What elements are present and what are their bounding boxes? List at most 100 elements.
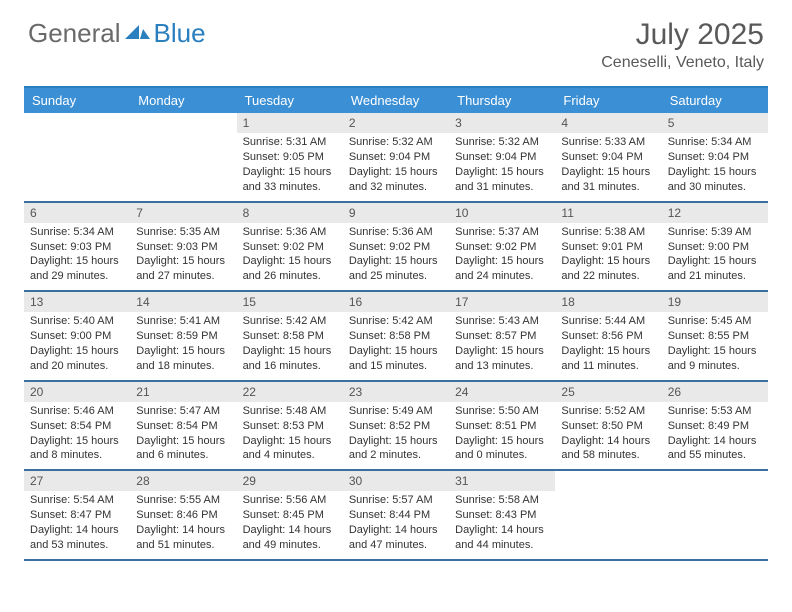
title-block: July 2025 Ceneselli, Veneto, Italy xyxy=(601,18,764,72)
day-cell: 12Sunrise: 5:39 AMSunset: 9:00 PMDayligh… xyxy=(662,203,768,291)
day-body: Sunrise: 5:47 AMSunset: 8:54 PMDaylight:… xyxy=(130,402,236,469)
day-body: Sunrise: 5:54 AMSunset: 8:47 PMDaylight:… xyxy=(24,491,130,558)
daylight-text: Daylight: 15 hours and 31 minutes. xyxy=(561,165,655,195)
sunrise-text: Sunrise: 5:37 AM xyxy=(455,225,549,240)
day-cell: 21Sunrise: 5:47 AMSunset: 8:54 PMDayligh… xyxy=(130,382,236,470)
week-row: 20Sunrise: 5:46 AMSunset: 8:54 PMDayligh… xyxy=(24,382,768,472)
day-body: Sunrise: 5:38 AMSunset: 9:01 PMDaylight:… xyxy=(555,223,661,290)
sunrise-text: Sunrise: 5:53 AM xyxy=(668,404,762,419)
sunset-text: Sunset: 9:02 PM xyxy=(243,240,337,255)
day-cell: . xyxy=(662,471,768,559)
daylight-text: Daylight: 14 hours and 58 minutes. xyxy=(561,434,655,464)
day-cell: 8Sunrise: 5:36 AMSunset: 9:02 PMDaylight… xyxy=(237,203,343,291)
day-cell: 17Sunrise: 5:43 AMSunset: 8:57 PMDayligh… xyxy=(449,292,555,380)
day-number: 31 xyxy=(449,471,555,491)
day-cell: 10Sunrise: 5:37 AMSunset: 9:02 PMDayligh… xyxy=(449,203,555,291)
sunrise-text: Sunrise: 5:52 AM xyxy=(561,404,655,419)
sunrise-text: Sunrise: 5:46 AM xyxy=(30,404,124,419)
sunrise-text: Sunrise: 5:55 AM xyxy=(136,493,230,508)
day-cell: 25Sunrise: 5:52 AMSunset: 8:50 PMDayligh… xyxy=(555,382,661,470)
day-body: Sunrise: 5:34 AMSunset: 9:04 PMDaylight:… xyxy=(662,133,768,200)
day-number: 3 xyxy=(449,113,555,133)
sunset-text: Sunset: 9:04 PM xyxy=(455,150,549,165)
daylight-text: Daylight: 15 hours and 8 minutes. xyxy=(30,434,124,464)
sunset-text: Sunset: 8:58 PM xyxy=(349,329,443,344)
day-cell: 19Sunrise: 5:45 AMSunset: 8:55 PMDayligh… xyxy=(662,292,768,380)
sunset-text: Sunset: 8:56 PM xyxy=(561,329,655,344)
sunrise-text: Sunrise: 5:45 AM xyxy=(668,314,762,329)
day-body: Sunrise: 5:53 AMSunset: 8:49 PMDaylight:… xyxy=(662,402,768,469)
sunset-text: Sunset: 9:04 PM xyxy=(349,150,443,165)
day-number: 26 xyxy=(662,382,768,402)
day-number: 6 xyxy=(24,203,130,223)
day-cell: 23Sunrise: 5:49 AMSunset: 8:52 PMDayligh… xyxy=(343,382,449,470)
weeks-container: ..1Sunrise: 5:31 AMSunset: 9:05 PMDaylig… xyxy=(24,113,768,561)
sunset-text: Sunset: 9:03 PM xyxy=(30,240,124,255)
day-cell: 22Sunrise: 5:48 AMSunset: 8:53 PMDayligh… xyxy=(237,382,343,470)
week-row: 6Sunrise: 5:34 AMSunset: 9:03 PMDaylight… xyxy=(24,203,768,293)
day-header-wednesday: Wednesday xyxy=(343,88,449,113)
day-number: 23 xyxy=(343,382,449,402)
sunrise-text: Sunrise: 5:40 AM xyxy=(30,314,124,329)
day-body: Sunrise: 5:44 AMSunset: 8:56 PMDaylight:… xyxy=(555,312,661,379)
daylight-text: Daylight: 15 hours and 13 minutes. xyxy=(455,344,549,374)
sunrise-text: Sunrise: 5:49 AM xyxy=(349,404,443,419)
day-body: Sunrise: 5:56 AMSunset: 8:45 PMDaylight:… xyxy=(237,491,343,558)
daylight-text: Daylight: 15 hours and 22 minutes. xyxy=(561,254,655,284)
sunrise-text: Sunrise: 5:36 AM xyxy=(243,225,337,240)
day-number: 21 xyxy=(130,382,236,402)
day-body: Sunrise: 5:35 AMSunset: 9:03 PMDaylight:… xyxy=(130,223,236,290)
day-cell: 4Sunrise: 5:33 AMSunset: 9:04 PMDaylight… xyxy=(555,113,661,201)
day-cell: . xyxy=(130,113,236,201)
day-header-friday: Friday xyxy=(555,88,661,113)
daylight-text: Daylight: 14 hours and 55 minutes. xyxy=(668,434,762,464)
day-cell: 18Sunrise: 5:44 AMSunset: 8:56 PMDayligh… xyxy=(555,292,661,380)
daylight-text: Daylight: 14 hours and 44 minutes. xyxy=(455,523,549,553)
sunrise-text: Sunrise: 5:38 AM xyxy=(561,225,655,240)
daylight-text: Daylight: 15 hours and 16 minutes. xyxy=(243,344,337,374)
daylight-text: Daylight: 15 hours and 21 minutes. xyxy=(668,254,762,284)
daylight-text: Daylight: 15 hours and 33 minutes. xyxy=(243,165,337,195)
daylight-text: Daylight: 15 hours and 0 minutes. xyxy=(455,434,549,464)
sunrise-text: Sunrise: 5:54 AM xyxy=(30,493,124,508)
day-number: 30 xyxy=(343,471,449,491)
day-body: Sunrise: 5:39 AMSunset: 9:00 PMDaylight:… xyxy=(662,223,768,290)
sunrise-text: Sunrise: 5:56 AM xyxy=(243,493,337,508)
day-body: Sunrise: 5:50 AMSunset: 8:51 PMDaylight:… xyxy=(449,402,555,469)
day-number: 20 xyxy=(24,382,130,402)
day-body: Sunrise: 5:45 AMSunset: 8:55 PMDaylight:… xyxy=(662,312,768,379)
week-row: ..1Sunrise: 5:31 AMSunset: 9:05 PMDaylig… xyxy=(24,113,768,203)
day-cell: 28Sunrise: 5:55 AMSunset: 8:46 PMDayligh… xyxy=(130,471,236,559)
sunset-text: Sunset: 8:51 PM xyxy=(455,419,549,434)
sunrise-text: Sunrise: 5:44 AM xyxy=(561,314,655,329)
sunset-text: Sunset: 9:01 PM xyxy=(561,240,655,255)
day-number: 22 xyxy=(237,382,343,402)
day-cell: 1Sunrise: 5:31 AMSunset: 9:05 PMDaylight… xyxy=(237,113,343,201)
day-number: 24 xyxy=(449,382,555,402)
sunrise-text: Sunrise: 5:32 AM xyxy=(455,135,549,150)
sunrise-text: Sunrise: 5:31 AM xyxy=(243,135,337,150)
sunset-text: Sunset: 9:02 PM xyxy=(455,240,549,255)
sunset-text: Sunset: 9:05 PM xyxy=(243,150,337,165)
daylight-text: Daylight: 15 hours and 30 minutes. xyxy=(668,165,762,195)
daylight-text: Daylight: 15 hours and 11 minutes. xyxy=(561,344,655,374)
sunrise-text: Sunrise: 5:36 AM xyxy=(349,225,443,240)
day-number: 15 xyxy=(237,292,343,312)
day-body: Sunrise: 5:32 AMSunset: 9:04 PMDaylight:… xyxy=(449,133,555,200)
day-cell: 31Sunrise: 5:58 AMSunset: 8:43 PMDayligh… xyxy=(449,471,555,559)
sunset-text: Sunset: 8:54 PM xyxy=(30,419,124,434)
day-cell: 16Sunrise: 5:42 AMSunset: 8:58 PMDayligh… xyxy=(343,292,449,380)
day-number: 25 xyxy=(555,382,661,402)
day-cell: 27Sunrise: 5:54 AMSunset: 8:47 PMDayligh… xyxy=(24,471,130,559)
day-number: 5 xyxy=(662,113,768,133)
daylight-text: Daylight: 15 hours and 9 minutes. xyxy=(668,344,762,374)
sunrise-text: Sunrise: 5:41 AM xyxy=(136,314,230,329)
daylight-text: Daylight: 14 hours and 49 minutes. xyxy=(243,523,337,553)
day-body: Sunrise: 5:58 AMSunset: 8:43 PMDaylight:… xyxy=(449,491,555,558)
day-cell: 15Sunrise: 5:42 AMSunset: 8:58 PMDayligh… xyxy=(237,292,343,380)
day-header-monday: Monday xyxy=(130,88,236,113)
daylight-text: Daylight: 15 hours and 2 minutes. xyxy=(349,434,443,464)
sunrise-text: Sunrise: 5:34 AM xyxy=(668,135,762,150)
sunrise-text: Sunrise: 5:39 AM xyxy=(668,225,762,240)
day-body: Sunrise: 5:43 AMSunset: 8:57 PMDaylight:… xyxy=(449,312,555,379)
